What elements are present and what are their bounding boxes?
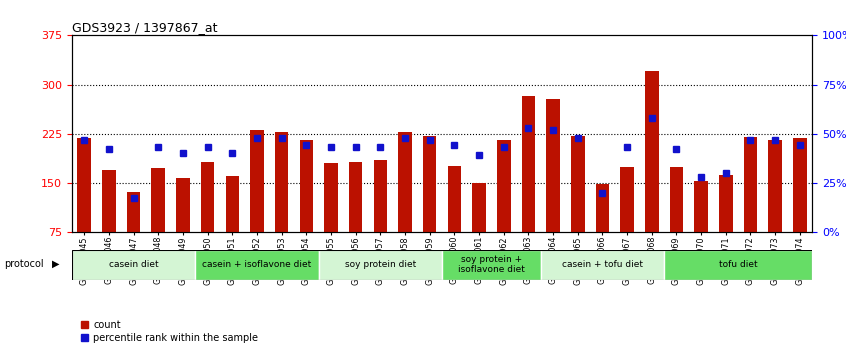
Bar: [176, 178, 190, 232]
Bar: [744, 137, 757, 232]
Bar: [547, 99, 560, 232]
Bar: [275, 132, 288, 232]
Bar: [319, 250, 442, 280]
Text: protocol: protocol: [4, 259, 44, 269]
Text: ▶: ▶: [52, 259, 60, 269]
Legend: count, percentile rank within the sample: count, percentile rank within the sample: [77, 316, 262, 347]
Bar: [670, 167, 684, 232]
Text: soy protein +
isoflavone diet: soy protein + isoflavone diet: [458, 255, 525, 274]
Bar: [423, 136, 437, 232]
Bar: [620, 167, 634, 232]
Bar: [793, 138, 806, 232]
Bar: [768, 140, 782, 232]
Bar: [195, 250, 319, 280]
Bar: [72, 250, 195, 280]
Text: casein diet: casein diet: [109, 260, 158, 269]
Bar: [541, 250, 664, 280]
Bar: [324, 163, 338, 232]
Bar: [645, 72, 658, 232]
Text: soy protein diet: soy protein diet: [344, 260, 416, 269]
Bar: [299, 140, 313, 232]
Bar: [374, 160, 387, 232]
Bar: [522, 96, 536, 232]
Bar: [250, 130, 264, 232]
Bar: [127, 192, 140, 232]
Bar: [226, 176, 239, 232]
Bar: [571, 136, 585, 232]
Bar: [664, 250, 812, 280]
Bar: [349, 162, 362, 232]
Bar: [497, 140, 510, 232]
Bar: [398, 132, 412, 232]
Bar: [442, 250, 541, 280]
Bar: [102, 170, 116, 232]
Bar: [695, 182, 708, 232]
Text: GDS3923 / 1397867_at: GDS3923 / 1397867_at: [72, 21, 217, 34]
Text: casein + tofu diet: casein + tofu diet: [562, 260, 643, 269]
Bar: [448, 166, 461, 232]
Text: casein + isoflavone diet: casein + isoflavone diet: [202, 260, 311, 269]
Bar: [472, 183, 486, 232]
Text: tofu diet: tofu diet: [719, 260, 757, 269]
Bar: [719, 175, 733, 232]
Bar: [151, 169, 165, 232]
Bar: [201, 162, 214, 232]
Bar: [78, 138, 91, 232]
Bar: [596, 184, 609, 232]
